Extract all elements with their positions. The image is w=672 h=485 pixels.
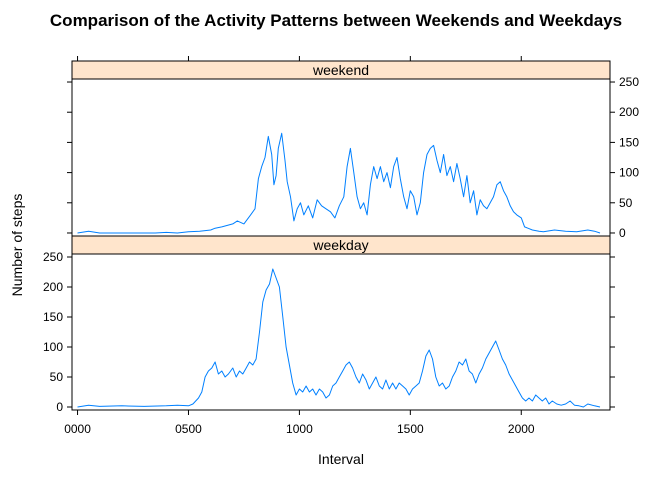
y-tick-label-weekend-50: 50 [619, 196, 633, 210]
y-tick-label-weekday-150: 150 [43, 310, 63, 324]
y-tick-label-weekend-100: 100 [619, 166, 639, 180]
panel-weekday: weekday 0 50 100 150 200 250 [43, 235, 615, 414]
chart-panels: weekend 0 50 100 150 200 250 weekday 0 50 100 150 20… [43, 56, 639, 436]
plot-frame-weekday [71, 253, 611, 411]
y-tick-label-weekday-250: 250 [43, 250, 63, 264]
y-tick-label-weekday-50: 50 [50, 370, 64, 384]
y-tick-label-weekend-0: 0 [619, 226, 626, 240]
strip-label-weekday: weekday [312, 237, 368, 253]
y-tick-label-weekend-250: 250 [619, 75, 639, 89]
y-tick-label-weekend-200: 200 [619, 105, 639, 119]
y-tick-label-weekday-100: 100 [43, 340, 63, 354]
x-tick-label-500: 0500 [175, 422, 202, 436]
y-tick-label-weekday-200: 200 [43, 280, 63, 294]
chart-title: Comparison of the Activity Patterns betw… [50, 11, 622, 30]
x-tick-label-1000: 1000 [286, 422, 313, 436]
x-tick-label-1500: 1500 [397, 422, 424, 436]
plot-frame-weekend [71, 78, 611, 237]
x-tick-label-0: 0000 [64, 422, 91, 436]
y-tick-label-weekend-150: 150 [619, 135, 639, 149]
strip-label-weekend: weekend [312, 62, 369, 78]
series-line-weekday [77, 268, 601, 408]
x-axis-label: Interval [318, 451, 364, 467]
series-line-weekend [77, 132, 601, 234]
panel-weekend: weekend 0 50 100 150 200 250 [67, 60, 639, 240]
x-tick-label-2000: 2000 [508, 422, 535, 436]
y-axis-label: Number of steps [9, 194, 25, 297]
y-tick-label-weekday-0: 0 [56, 400, 63, 414]
